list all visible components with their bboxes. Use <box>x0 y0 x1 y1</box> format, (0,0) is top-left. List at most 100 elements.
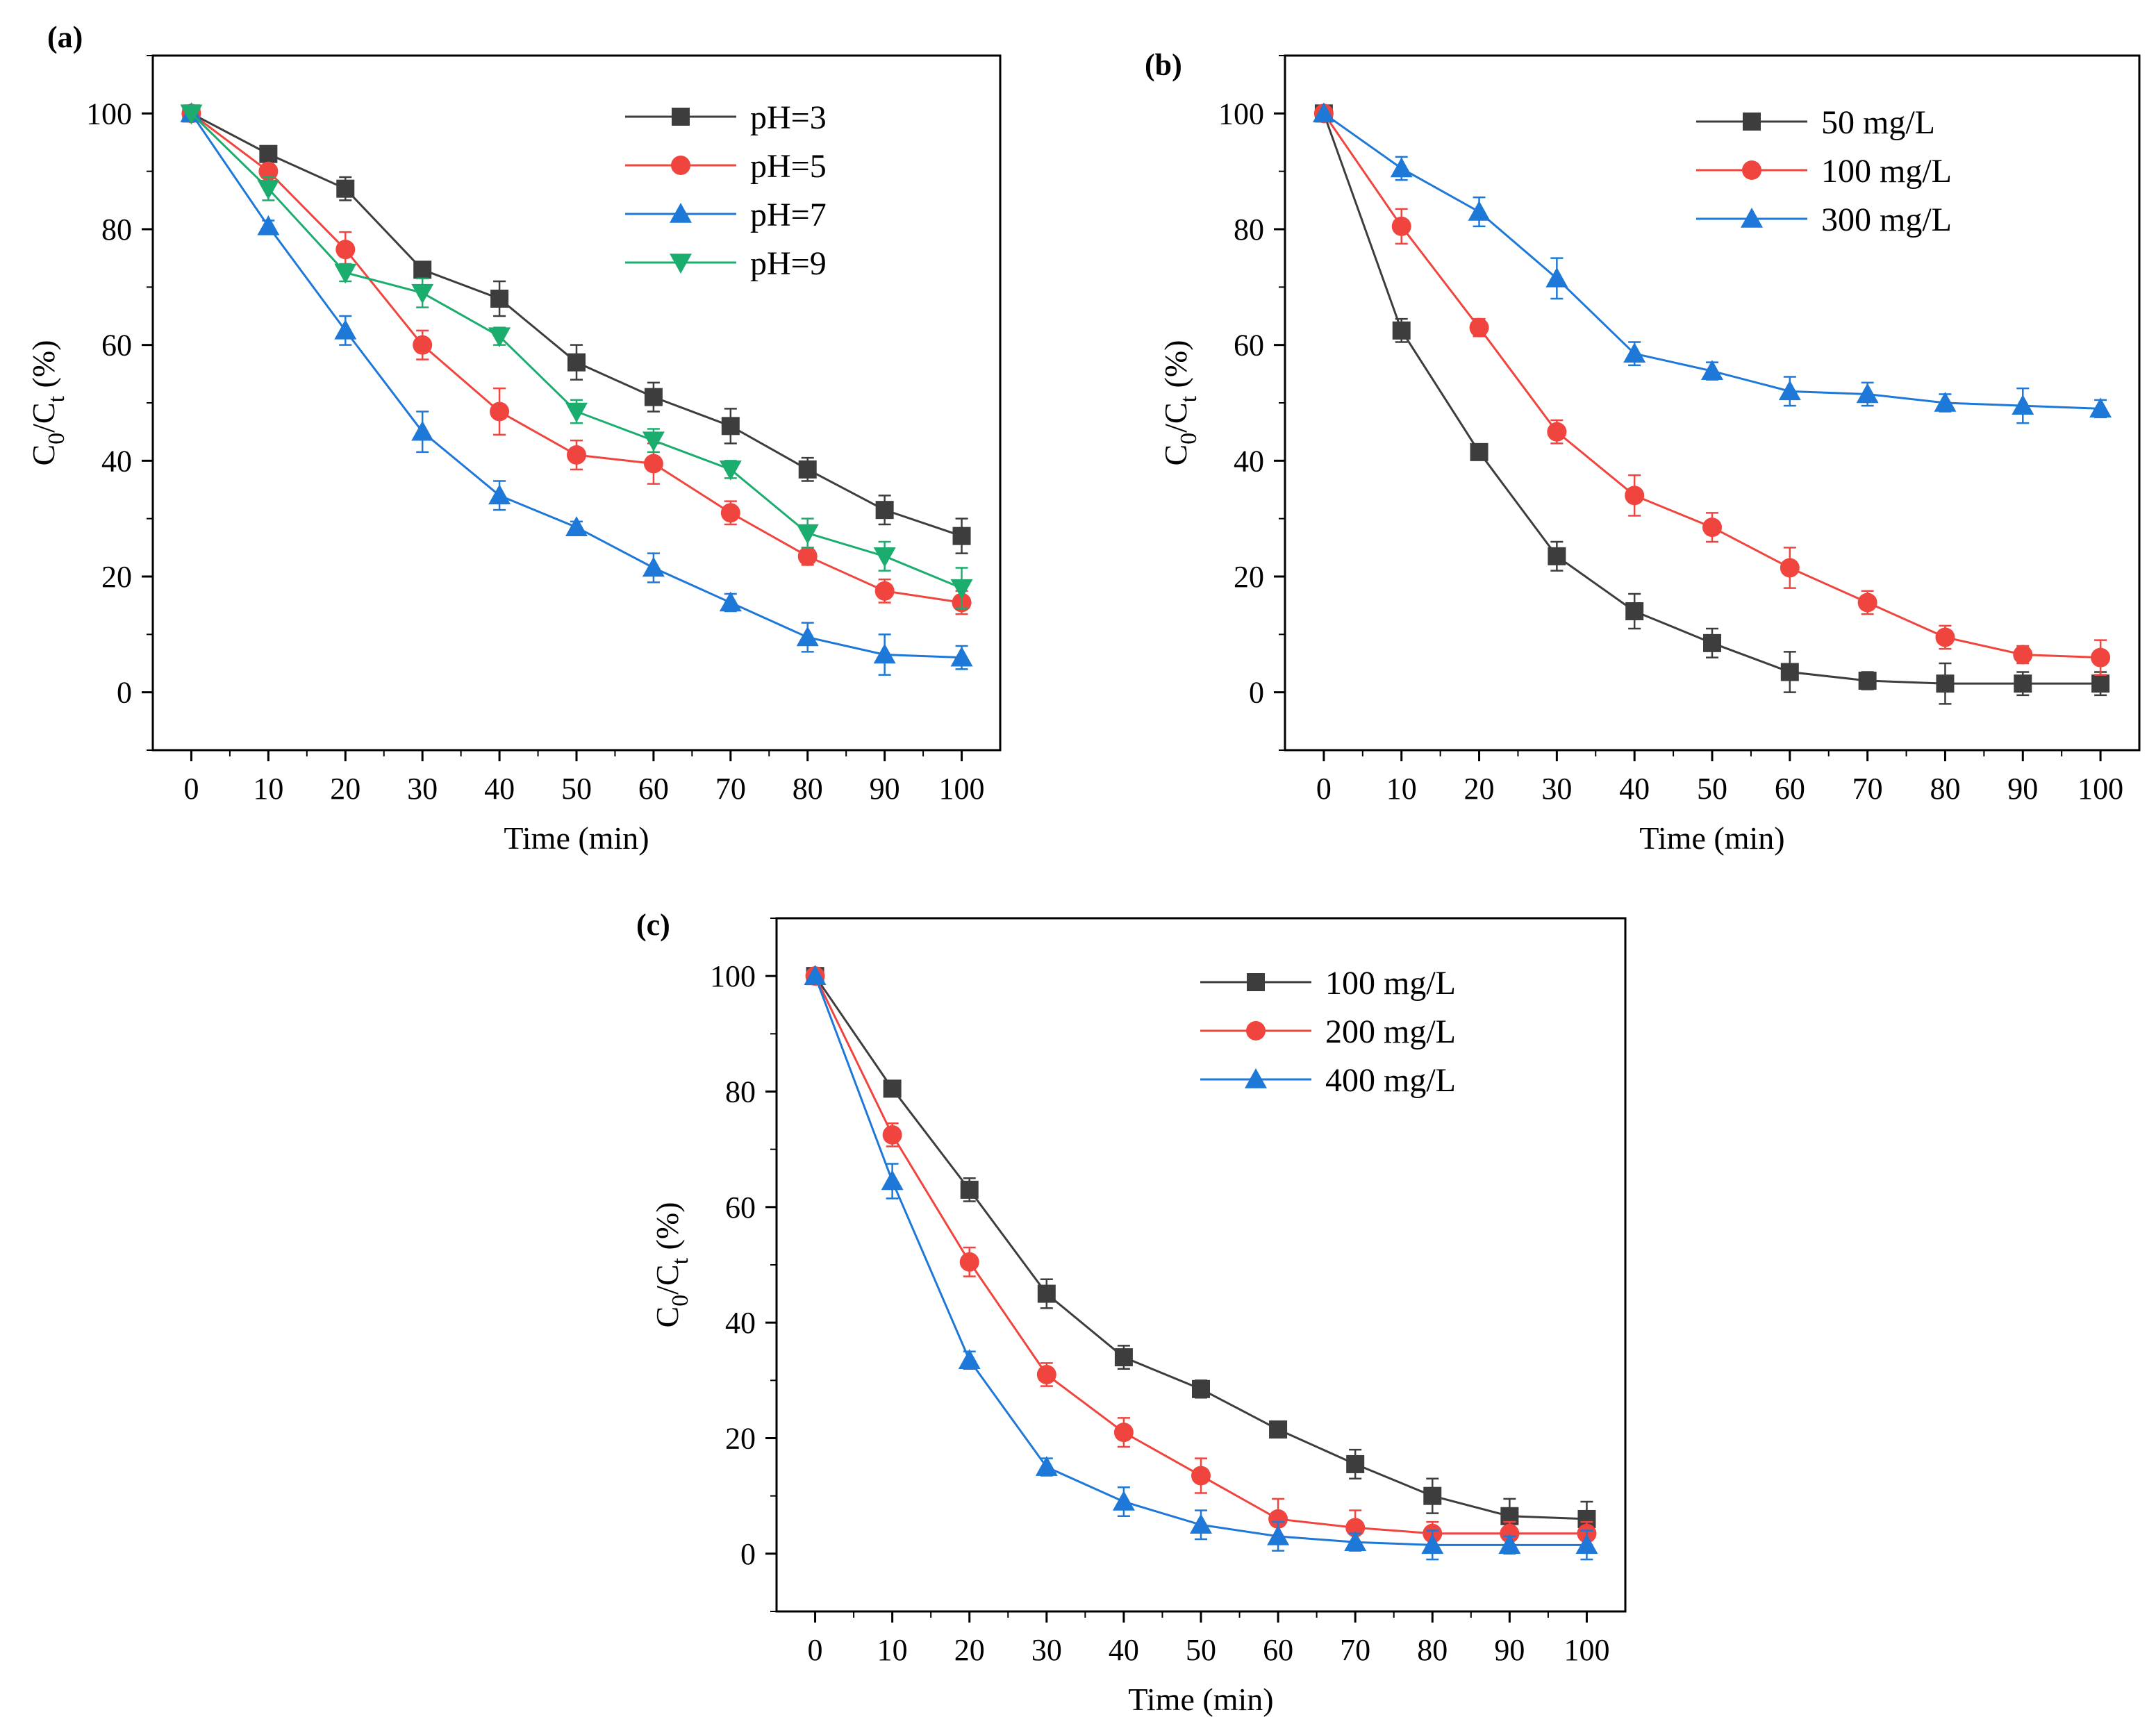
x-tick-label: 0 <box>183 772 199 806</box>
legend-label: 50 mg/L <box>1821 104 1935 141</box>
data-point <box>1345 1518 1366 1538</box>
x-tick-label: 10 <box>1386 772 1417 806</box>
data-point <box>1390 157 1413 178</box>
data-point <box>874 581 895 601</box>
y-title-sub-t: t <box>44 395 69 402</box>
data-point <box>567 353 586 372</box>
data-point <box>1190 1514 1212 1534</box>
legend-entry-1: 100 mg/L <box>1200 965 1456 1002</box>
y-tick-label: 100 <box>1218 97 1264 131</box>
data-point <box>1267 1525 1290 1545</box>
legend-label: 100 mg/L <box>1325 965 1456 1002</box>
data-point <box>642 556 665 577</box>
y-title-mid: /C <box>26 402 61 432</box>
x-tick-label: 0 <box>1316 772 1332 806</box>
data-point <box>1857 592 1877 613</box>
data-point <box>335 240 356 260</box>
x-tick-label: 0 <box>808 1633 823 1667</box>
series-1 <box>1314 104 2110 705</box>
panel-label: (b) <box>1145 48 1182 82</box>
data-point <box>1934 392 1957 412</box>
y-tick-label: 20 <box>1234 560 1264 594</box>
data-point <box>488 327 511 348</box>
legend-entry-3: pH=7 <box>625 197 827 233</box>
x-tick-label: 10 <box>253 772 283 806</box>
data-point <box>796 524 819 545</box>
y-tick-label: 40 <box>101 444 132 478</box>
data-point <box>1346 1454 1365 1473</box>
data-point <box>804 965 827 985</box>
chart-panel-3: 0 10 20 30 40 50 60 70 80 90 100 0 20 40 60 80 100 Time (… <box>636 908 1627 1717</box>
legend-label: 300 mg/L <box>1821 201 1952 238</box>
data-point <box>1625 602 1644 620</box>
x-tick-label: 40 <box>1109 1633 1139 1667</box>
legend-entry-3: 400 mg/L <box>1200 1062 1456 1099</box>
y-tick-label: 80 <box>101 213 132 247</box>
data-point <box>565 516 588 536</box>
y-tick-label: 20 <box>725 1422 756 1456</box>
y-title-sub-0: 0 <box>667 1295 693 1307</box>
data-point <box>336 179 355 198</box>
y-title-main: C <box>26 445 61 466</box>
data-point <box>950 579 973 599</box>
legend-label: 200 mg/L <box>1325 1013 1456 1050</box>
x-tick-label: 60 <box>1263 1633 1293 1667</box>
data-point <box>2089 397 2112 418</box>
legend-entry-1: pH=3 <box>625 99 827 136</box>
data-point <box>1935 627 1955 647</box>
x-tick-label: 60 <box>638 772 669 806</box>
data-point <box>1575 1534 1598 1554</box>
panel-label: (a) <box>47 20 83 54</box>
x-tick-label: 10 <box>877 1633 908 1667</box>
x-tick-label: 90 <box>870 772 900 806</box>
y-title-mid: /C <box>649 1264 685 1294</box>
data-point <box>959 1252 979 1272</box>
legend-label: pH=3 <box>750 99 827 136</box>
data-point <box>411 283 434 304</box>
y-tick-label: 40 <box>725 1306 756 1340</box>
x-tick-label: 30 <box>407 772 438 806</box>
series-4 <box>180 104 973 610</box>
data-point <box>1623 342 1646 363</box>
data-point <box>2091 674 2110 693</box>
legend-entry-2: 200 mg/L <box>1200 1013 1456 1050</box>
y-tick-label: 100 <box>86 97 132 131</box>
x-tick-label: 30 <box>1031 1633 1062 1667</box>
data-point <box>1391 216 1411 236</box>
x-tick-label: 90 <box>1494 1633 1525 1667</box>
data-point <box>1191 1466 1211 1486</box>
data-point <box>490 401 510 422</box>
chart-panel-2: 0 10 20 30 40 50 60 70 80 90 100 0 20 40 60 80 100 Time (… <box>1145 48 2141 856</box>
x-tick-label: 40 <box>484 772 515 806</box>
data-point <box>644 388 663 406</box>
data-point <box>565 402 588 423</box>
x-tick-label: 100 <box>1564 1633 1609 1667</box>
data-point <box>719 591 742 612</box>
y-axis-title: C0/Ct (%) <box>649 1202 693 1327</box>
data-point <box>1421 1534 1444 1554</box>
y-tick-label: 20 <box>101 560 132 594</box>
x-tick-label: 50 <box>1697 772 1727 806</box>
data-point <box>950 646 973 667</box>
data-point <box>2013 645 2033 665</box>
data-point <box>1780 663 1799 681</box>
legend-entry-4: pH=9 <box>625 245 827 282</box>
data-point <box>2012 395 2034 415</box>
data-point <box>1701 360 1723 380</box>
data-point <box>1625 486 1645 506</box>
legend-marker <box>1245 1068 1267 1088</box>
legend-marker <box>1247 973 1265 991</box>
data-point <box>1114 1348 1133 1367</box>
data-point <box>2014 674 2032 693</box>
data-point <box>796 626 819 647</box>
data-point <box>1192 1379 1210 1398</box>
data-point <box>960 1180 979 1199</box>
data-point <box>881 1170 904 1191</box>
legend-label: pH=5 <box>750 148 827 185</box>
series-2 <box>805 966 1597 1546</box>
data-point <box>1037 1284 1056 1303</box>
data-point <box>413 335 433 355</box>
data-point <box>1778 380 1801 401</box>
data-point <box>958 1349 981 1370</box>
